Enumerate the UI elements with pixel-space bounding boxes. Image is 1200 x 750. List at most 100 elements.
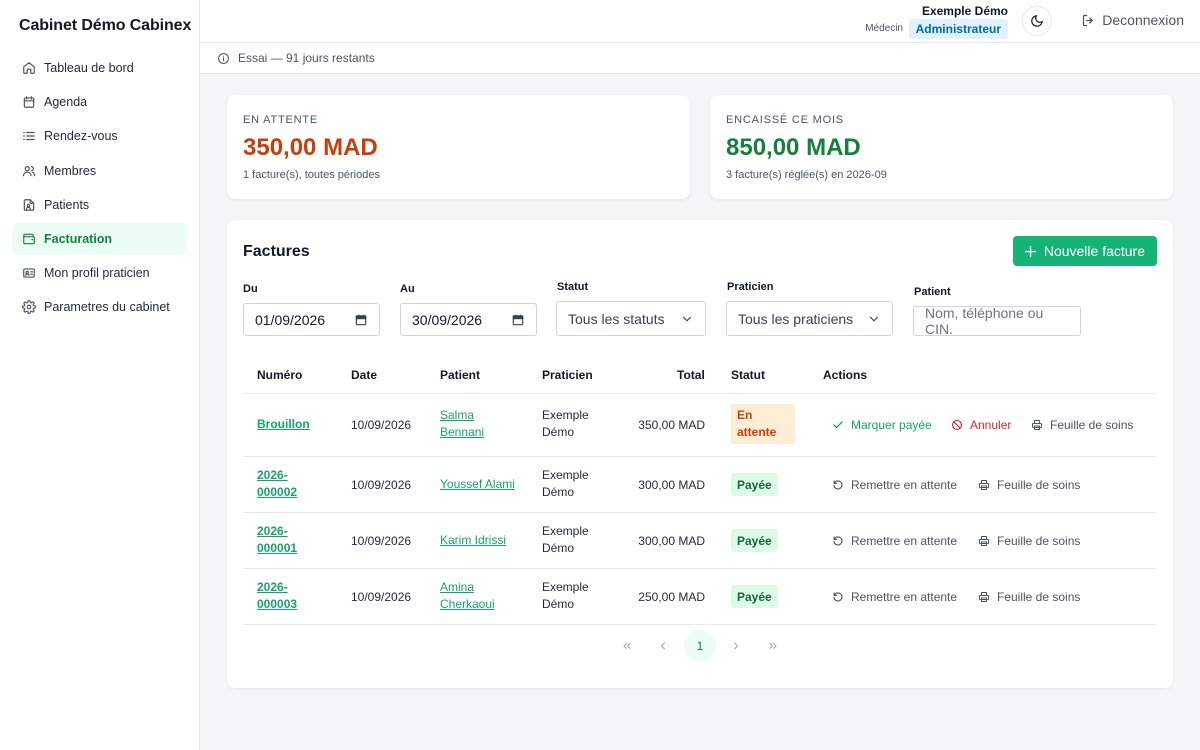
sidebar-item-patients[interactable]: Patients bbox=[12, 189, 187, 221]
care-sheet-button[interactable]: Feuille de soins bbox=[978, 590, 1080, 604]
first-page-button[interactable] bbox=[611, 630, 643, 662]
mark-paid-button[interactable]: Marquer payée bbox=[832, 418, 932, 432]
patient-link[interactable]: Youssef Alami bbox=[440, 477, 515, 491]
sidebar-nav: Tableau de bord Agenda Rendez-vous Membr… bbox=[12, 52, 187, 326]
status-label: Statut bbox=[557, 281, 589, 293]
sidebar-item-members[interactable]: Membres bbox=[12, 155, 187, 187]
chevron-right-icon bbox=[734, 642, 738, 650]
practitioner-name: Exemple Démo bbox=[542, 579, 589, 613]
patient-link[interactable]: Salma Bennani bbox=[440, 407, 484, 441]
last-page-button[interactable] bbox=[757, 630, 789, 662]
col-status: Statut bbox=[731, 368, 765, 382]
ban-icon bbox=[951, 419, 963, 431]
printer-icon bbox=[979, 592, 989, 602]
care-sheet-label: Feuille de soins bbox=[1050, 418, 1134, 432]
prev-page-button[interactable] bbox=[647, 630, 679, 662]
care-sheet-button[interactable]: Feuille de soins bbox=[978, 534, 1080, 548]
page-button-current[interactable]: 1 bbox=[684, 630, 716, 662]
practitioner-first: Exemple bbox=[542, 580, 589, 594]
sidebar-item-label: Parametres du cabinet bbox=[44, 300, 170, 315]
pending-sub: 1 facture(s), toutes périodes bbox=[243, 169, 380, 181]
revert-label: Remettre en attente bbox=[851, 534, 958, 548]
practitioner-select[interactable]: Tous les praticiens bbox=[726, 301, 893, 336]
sidebar-item-appointments[interactable]: Rendez-vous bbox=[12, 120, 187, 152]
revert-pending-button[interactable]: Remettre en attente bbox=[832, 478, 957, 492]
status-badge: Payée bbox=[731, 473, 778, 496]
logout-label: Deconnexion bbox=[1102, 12, 1184, 28]
chevron-left-icon bbox=[661, 642, 665, 650]
invoice-number-link[interactable]: 2026- 000001 bbox=[257, 523, 297, 557]
invoice-number-link[interactable]: 2026- 000002 bbox=[257, 467, 297, 501]
sidebar: Cabinet Démo Cabinex Tableau de bord Age… bbox=[0, 0, 200, 750]
practitioner-name: Exemple Démo bbox=[542, 523, 589, 557]
status-select-value: Tous les statuts bbox=[568, 310, 665, 327]
collected-label: ENCAISSÉ CE MOIS bbox=[726, 114, 844, 126]
care-sheet-label: Feuille de soins bbox=[997, 534, 1081, 548]
number-line-2: 000001 bbox=[257, 541, 298, 555]
practitioner-select-value: Tous les praticiens bbox=[738, 310, 854, 327]
theme-toggle-button[interactable] bbox=[1022, 6, 1052, 36]
calendar-icon bbox=[23, 96, 35, 109]
col-practitioner: Praticien bbox=[542, 368, 593, 382]
col-patient: Patient bbox=[440, 368, 481, 382]
practitioner-last: Démo bbox=[542, 597, 575, 611]
trial-banner: Essai — 91 jours restants bbox=[200, 43, 1200, 74]
invoices-card: Factures Nouvelle facture Du 01/09/2026 … bbox=[227, 220, 1173, 688]
care-sheet-label: Feuille de soins bbox=[997, 590, 1081, 604]
patient-link[interactable]: Amina Cherkaoui bbox=[440, 579, 495, 613]
patient-search-input[interactable]: Nom, téléphone ou CIN. bbox=[913, 305, 1081, 337]
mark-paid-label: Marquer payée bbox=[851, 418, 932, 432]
sidebar-item-label: Facturation bbox=[44, 231, 113, 246]
revert-pending-button[interactable]: Remettre en attente bbox=[832, 534, 957, 548]
user-name: Exemple Démo bbox=[921, 4, 1008, 18]
home-icon bbox=[23, 62, 35, 74]
collected-sub: 3 facture(s) réglée(s) en 2026-09 bbox=[726, 169, 887, 181]
logout-button[interactable]: Deconnexion bbox=[1081, 12, 1184, 28]
invoice-number-link[interactable]: 2026- 000003 bbox=[257, 579, 297, 613]
patient-first-name: Amina bbox=[440, 580, 475, 594]
sidebar-item-label: Tableau de bord bbox=[44, 61, 134, 75]
care-sheet-button[interactable]: Feuille de soins bbox=[1031, 418, 1133, 432]
calendar-icon bbox=[355, 314, 367, 325]
sidebar-item-billing[interactable]: Facturation bbox=[12, 222, 187, 255]
patient-label: Patient bbox=[914, 286, 951, 298]
practitioner-last: Démo bbox=[542, 425, 575, 439]
brand-title: Cabinet Démo Cabinex bbox=[19, 17, 192, 34]
to-date-value: 30/09/2026 bbox=[412, 311, 483, 328]
table-row: 2026- 000001 10/09/2026 Karim Idrissi Ex… bbox=[243, 513, 1156, 569]
table-header: Numéro Date Patient Praticien Total Stat… bbox=[243, 365, 1156, 394]
undo-icon bbox=[833, 536, 843, 546]
invoice-number-link[interactable]: Brouillon bbox=[257, 417, 310, 431]
sidebar-item-label: Agenda bbox=[44, 95, 88, 110]
logout-icon bbox=[1083, 14, 1094, 26]
status-badge: Payée bbox=[731, 529, 778, 552]
chevrons-left-icon bbox=[623, 643, 631, 649]
care-sheet-button[interactable]: Feuille de soins bbox=[978, 478, 1080, 492]
col-total: Total bbox=[677, 368, 705, 382]
practitioner-name: Exemple Démo bbox=[542, 407, 589, 441]
sidebar-item-practitioner-profile[interactable]: Mon profil praticien bbox=[12, 257, 187, 289]
sidebar-item-dashboard[interactable]: Tableau de bord bbox=[12, 52, 187, 84]
revert-label: Remettre en attente bbox=[851, 478, 958, 492]
patient-link[interactable]: Karim Idrissi bbox=[440, 533, 507, 547]
users-icon bbox=[22, 165, 36, 176]
next-page-button[interactable] bbox=[720, 630, 752, 662]
from-date-input[interactable]: 01/09/2026 bbox=[243, 303, 380, 336]
invoices-title: Factures bbox=[243, 243, 310, 260]
check-icon bbox=[833, 421, 843, 429]
pending-label: EN ATTENTE bbox=[243, 114, 319, 126]
col-date: Date bbox=[351, 368, 378, 382]
trial-text: Essai — 91 jours restants bbox=[238, 51, 375, 65]
to-date-input[interactable]: 30/09/2026 bbox=[400, 303, 537, 336]
cancel-invoice-button[interactable]: Annuler bbox=[951, 418, 1011, 432]
from-label: Du bbox=[243, 283, 258, 295]
sidebar-item-agenda[interactable]: Agenda bbox=[12, 86, 187, 118]
practitioner-label: Praticien bbox=[727, 281, 774, 293]
number-line-2: 000003 bbox=[257, 597, 298, 611]
new-invoice-button[interactable]: Nouvelle facture bbox=[1012, 236, 1157, 266]
sidebar-item-settings[interactable]: Parametres du cabinet bbox=[12, 291, 187, 323]
wallet-icon bbox=[23, 233, 35, 245]
status-select[interactable]: Tous les statuts bbox=[556, 301, 706, 336]
revert-pending-button[interactable]: Remettre en attente bbox=[832, 590, 957, 604]
list-icon bbox=[23, 132, 35, 141]
